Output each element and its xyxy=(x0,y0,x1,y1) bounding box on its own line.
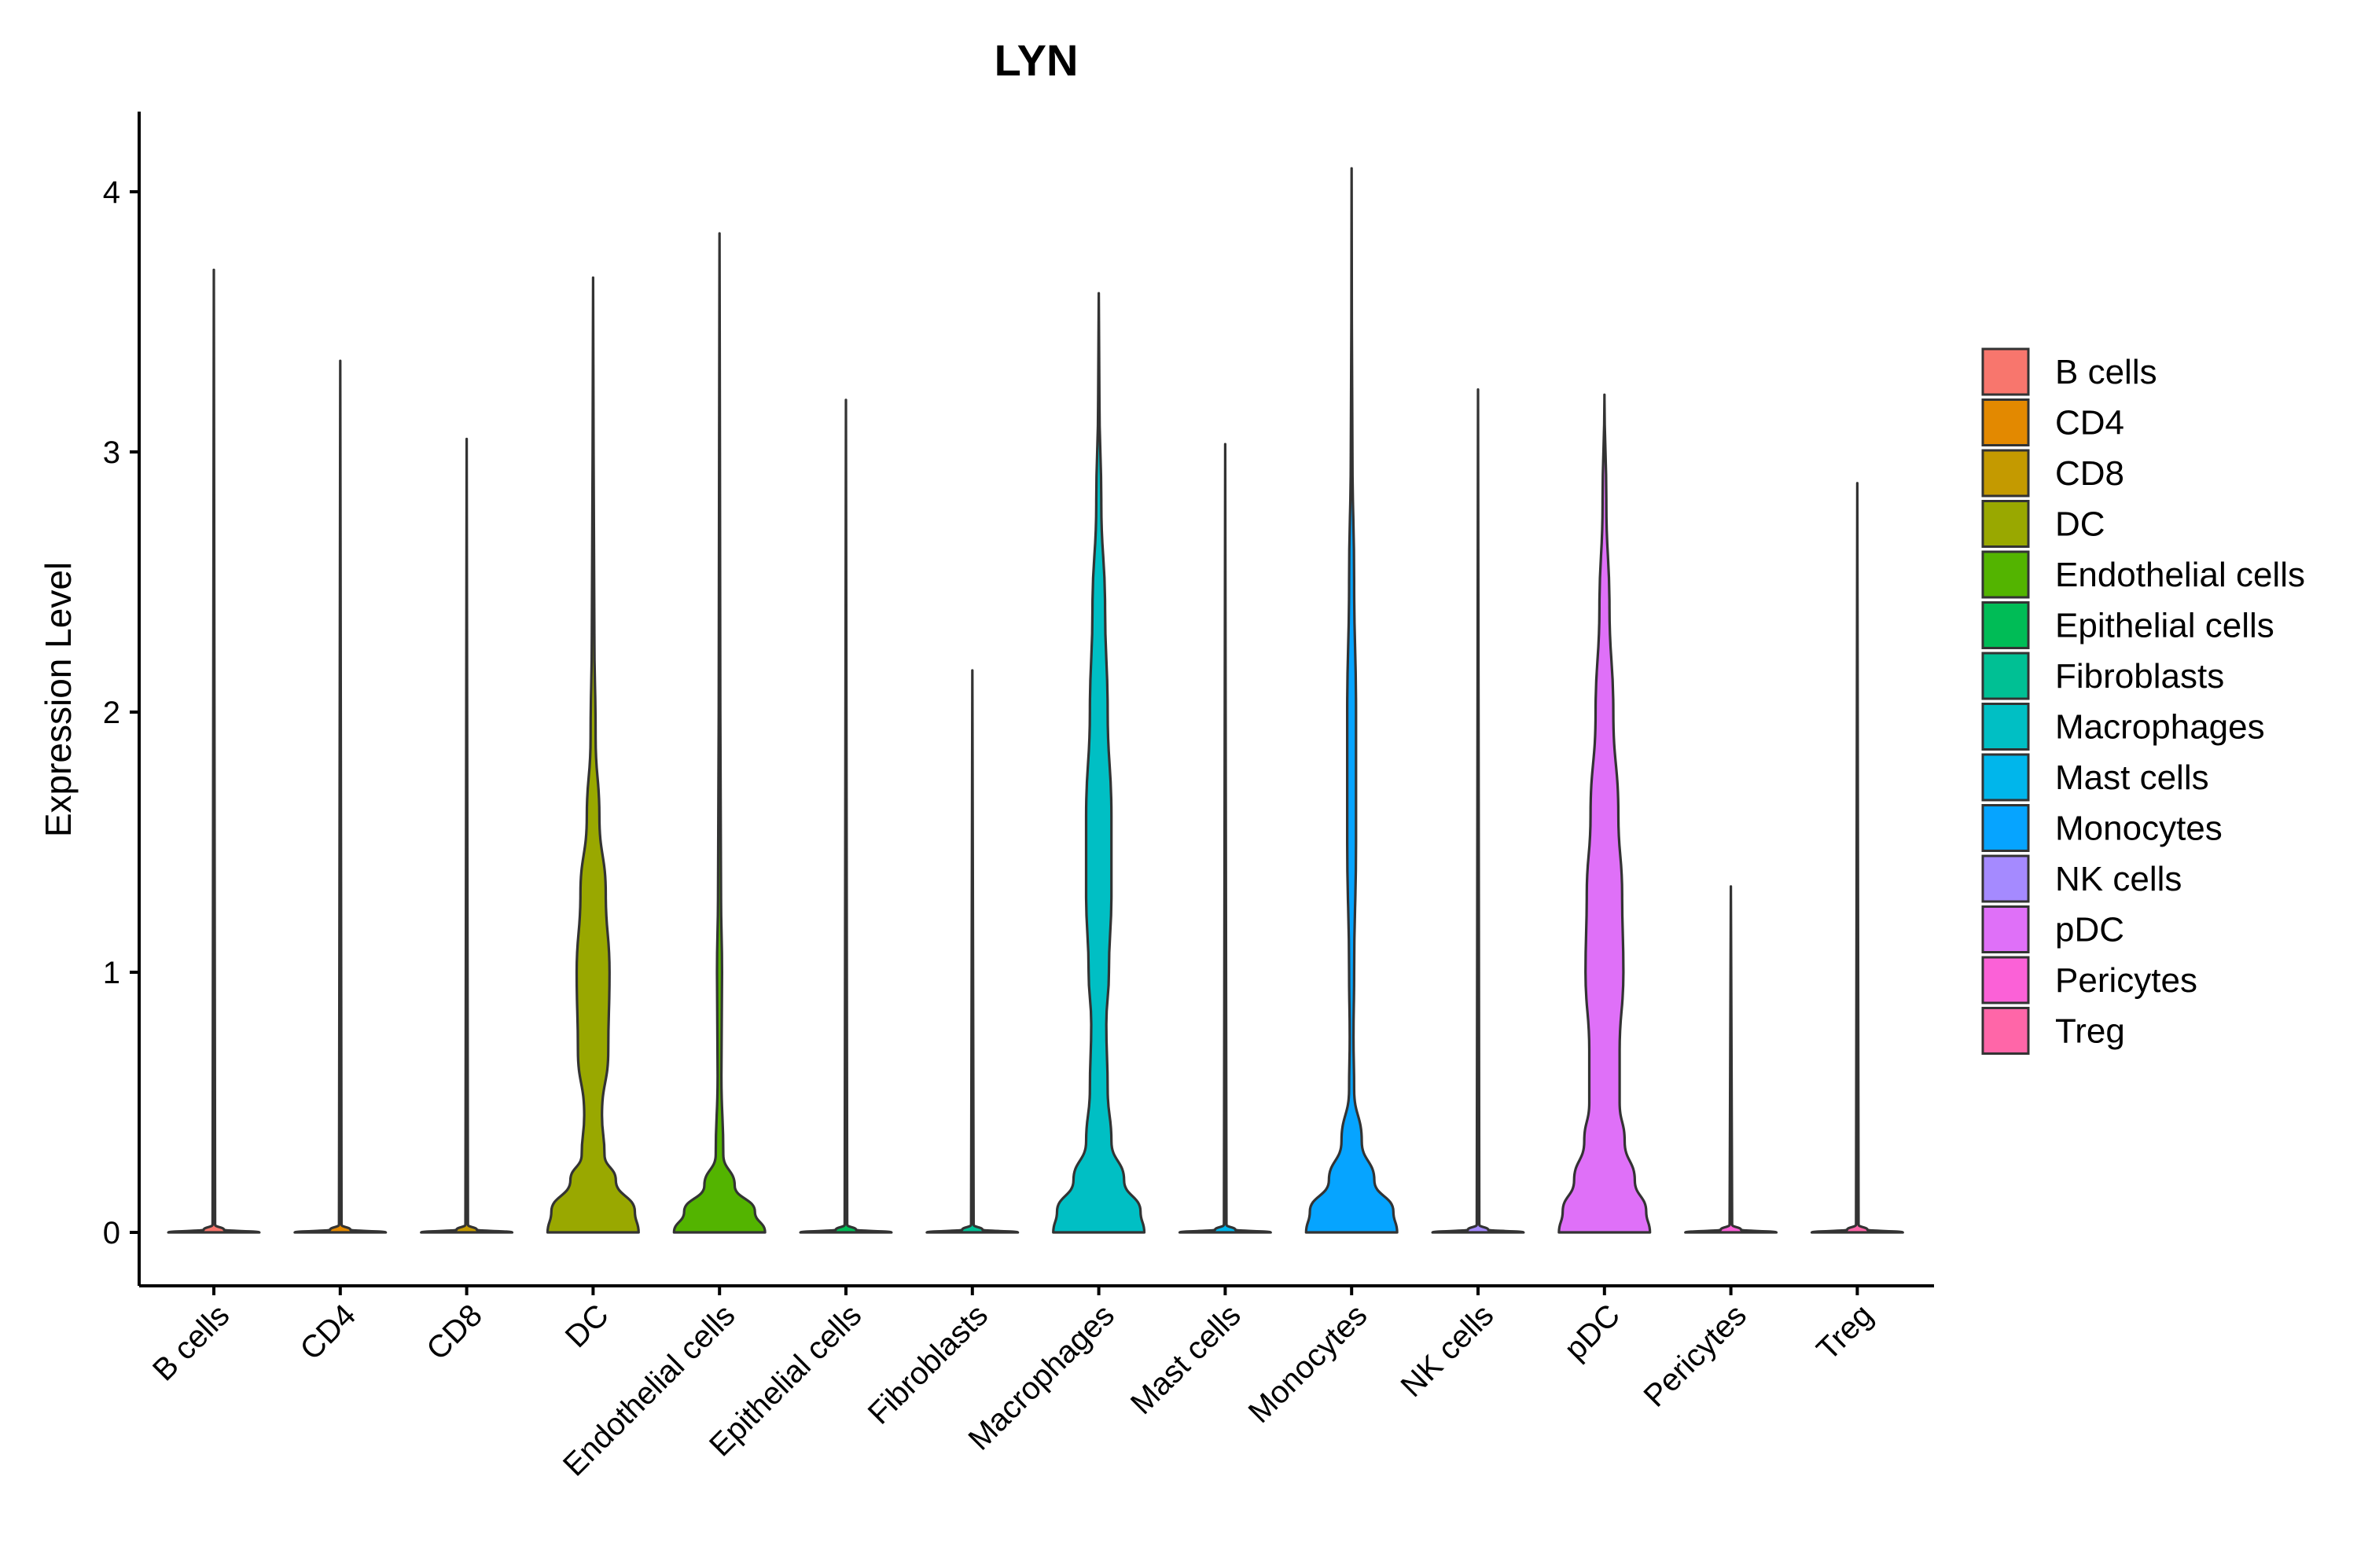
legend-label-macrophages: Macrophages xyxy=(2055,708,2265,747)
legend: B cells CD4 CD8 DC Endothelial cells Epitheli… xyxy=(1981,347,2305,1055)
legend-key-b-cells xyxy=(1981,347,2030,396)
legend-key-pdc xyxy=(1981,905,2030,953)
y-tick-label-0: 0 xyxy=(103,1216,120,1250)
y-axis-title: Expression Level xyxy=(38,562,79,837)
violin-pericytes xyxy=(1684,885,1778,1234)
legend-label-mast-cells: Mast cells xyxy=(2055,758,2209,797)
legend-key-cd4 xyxy=(1981,398,2030,446)
violin-fibroblasts xyxy=(925,669,1020,1234)
y-tick-label-1: 1 xyxy=(103,956,120,990)
y-tick-label-4: 4 xyxy=(103,175,120,210)
violins-group xyxy=(167,167,1904,1234)
violin-b-cells xyxy=(167,268,261,1234)
legend-label-nk-cells: NK cells xyxy=(2055,860,2182,898)
legend-key-macrophages xyxy=(1981,703,2030,751)
y-tick-label-2: 2 xyxy=(103,696,120,730)
legend-label-cd8: CD8 xyxy=(2055,454,2124,493)
legend-key-endothelial-cells xyxy=(1981,550,2030,599)
legend-key-treg xyxy=(1981,1007,2030,1055)
legend-label-pdc: pDC xyxy=(2055,911,2124,949)
legend-label-endothelial-cells: Endothelial cells xyxy=(2055,556,2305,594)
legend-label-dc: DC xyxy=(2055,505,2105,544)
legend-key-epithelial-cells xyxy=(1981,601,2030,649)
legend-label-epithelial-cells: Epithelial cells xyxy=(2055,607,2274,645)
legend-key-cd8 xyxy=(1981,449,2030,498)
legend-key-fibroblasts xyxy=(1981,652,2030,700)
violin-nk-cells xyxy=(1431,388,1525,1234)
legend-key-dc xyxy=(1981,500,2030,548)
legend-label-treg: Treg xyxy=(2055,1012,2125,1051)
violin-treg xyxy=(1810,482,1904,1234)
violin-dc xyxy=(546,276,640,1234)
y-tick-label-3: 3 xyxy=(103,435,120,470)
violin-monocytes xyxy=(1304,167,1399,1234)
violin-mast-cells xyxy=(1178,442,1272,1234)
legend-label-pericytes: Pericytes xyxy=(2055,961,2197,1000)
violin-cd4 xyxy=(293,359,388,1234)
y-ticks-group: 0 1 2 3 4 xyxy=(103,175,139,1250)
legend-key-monocytes xyxy=(1981,804,2030,852)
violin-pdc xyxy=(1557,393,1652,1234)
legend-key-pericytes xyxy=(1981,956,2030,1004)
violin-cd8 xyxy=(420,437,514,1234)
violin-epithelial-cells xyxy=(799,398,893,1234)
legend-key-nk-cells xyxy=(1981,854,2030,903)
legend-label-fibroblasts: Fibroblasts xyxy=(2055,657,2224,696)
legend-key-mast-cells xyxy=(1981,753,2030,802)
legend-label-b-cells: B cells xyxy=(2055,353,2157,391)
legend-label-cd4: CD4 xyxy=(2055,404,2124,442)
violin-endothelial-cells xyxy=(672,232,767,1234)
violin-macrophages xyxy=(1052,292,1146,1234)
chart-title: LYN xyxy=(995,35,1079,85)
legend-label-monocytes: Monocytes xyxy=(2055,810,2223,848)
